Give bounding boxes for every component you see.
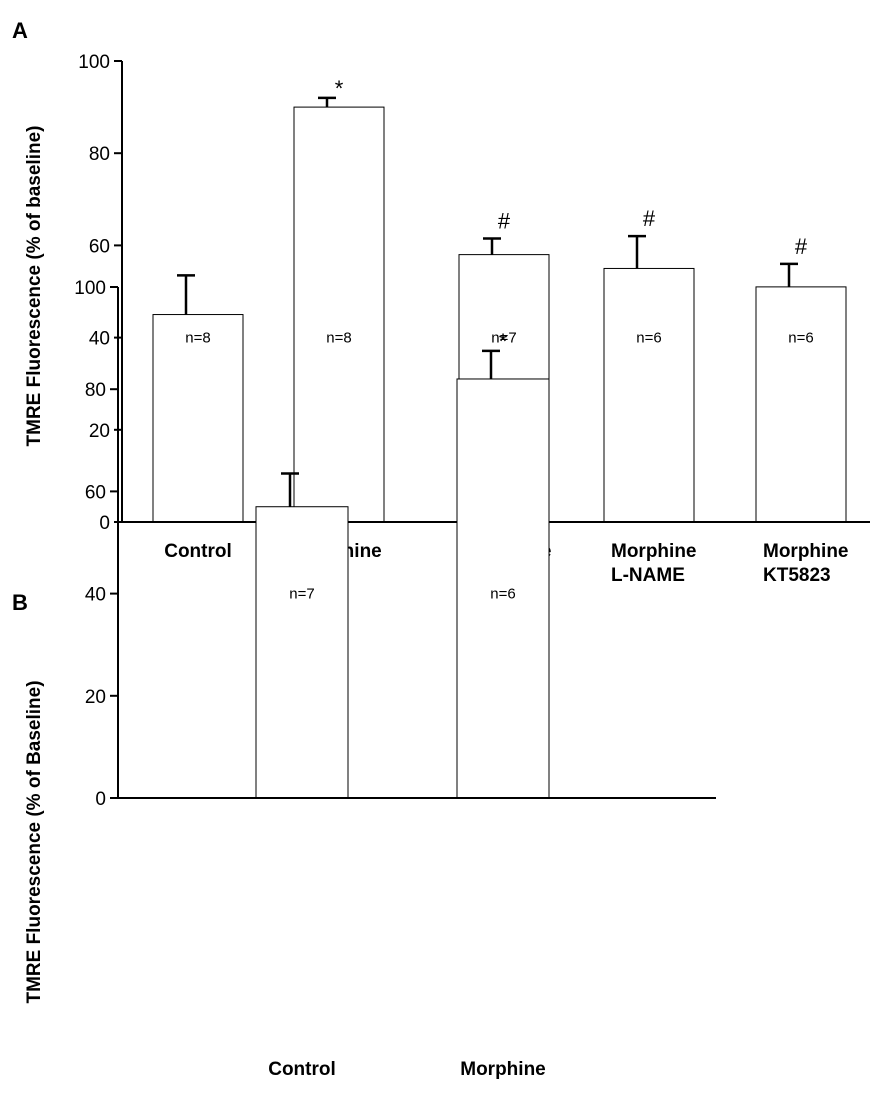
significance-label-1: * [499, 329, 508, 354]
significance-label-1: * [335, 76, 344, 101]
category-label-0: Control [164, 541, 232, 562]
n-label-2: n=7 [491, 330, 516, 347]
n-label-4: n=6 [788, 330, 813, 347]
significance-label-2: # [498, 208, 511, 233]
y-tick-label: 0 [95, 789, 106, 810]
category-label-line: L-NAME [611, 565, 685, 586]
panel-b: B TMRE Fluorescence (% of Baseline) 0 20 4… [12, 278, 716, 1080]
panel-b-y-axis: 0 20 40 60 80 100 [74, 278, 118, 810]
category-label-line: Morphine [763, 541, 849, 562]
category-label-line: Control [164, 541, 232, 562]
bar-0 [255, 506, 349, 799]
panel-b-y-axis-label: TMRE Fluorescence (% of Baseline) [24, 680, 45, 1003]
y-tick-label: 100 [78, 52, 110, 73]
panel-b-bars: n=7 n=6 * [255, 329, 550, 799]
panel-a: A TMRE Fluorescence (% of baseline) 0 20 4… [12, 18, 870, 586]
n-label-0: n=8 [185, 330, 210, 347]
y-tick-label: 0 [99, 513, 110, 534]
panel-a-letter: A [12, 18, 28, 43]
y-tick-label: 80 [89, 144, 110, 165]
bar-1 [456, 378, 550, 799]
y-tick-label: 40 [85, 585, 106, 606]
n-label-0: n=7 [289, 586, 314, 603]
n-label-3: n=6 [636, 330, 661, 347]
y-tick-label: 20 [89, 421, 110, 442]
y-tick-label: 80 [85, 380, 106, 401]
category-label-line: KT5823 [763, 565, 831, 586]
y-tick-label: 20 [85, 687, 106, 708]
category-label-line: Morphine [460, 1059, 546, 1080]
n-label-1: n=8 [326, 330, 351, 347]
y-tick-label: 40 [89, 329, 110, 350]
y-tick-label: 100 [74, 278, 106, 299]
category-label-line: Control [268, 1059, 336, 1080]
bar-4 [755, 286, 847, 523]
panel-a-y-axis: 0 20 40 60 80 100 [78, 52, 122, 534]
bar-1 [293, 106, 385, 523]
category-label-line: Morphine [611, 541, 697, 562]
category-label-0: Control [268, 1059, 336, 1080]
category-label-1: Morphine [460, 1059, 546, 1080]
n-label-1: n=6 [490, 586, 515, 603]
category-label-4: Morphine KT5823 [763, 541, 849, 586]
panel-a-y-axis-label: TMRE Fluorescence (% of baseline) [24, 126, 45, 447]
bar-3 [603, 267, 695, 523]
panel-b-category-labels: Control Morphine [268, 1059, 546, 1080]
panel-b-axes [117, 287, 716, 799]
panel-b-letter: B [12, 590, 28, 615]
y-tick-label: 60 [89, 236, 110, 257]
significance-label-3: # [643, 206, 656, 231]
y-tick-label: 60 [85, 482, 106, 503]
category-label-3: Morphine L-NAME [611, 541, 697, 586]
bar-0 [152, 314, 244, 523]
significance-label-4: # [795, 234, 808, 259]
